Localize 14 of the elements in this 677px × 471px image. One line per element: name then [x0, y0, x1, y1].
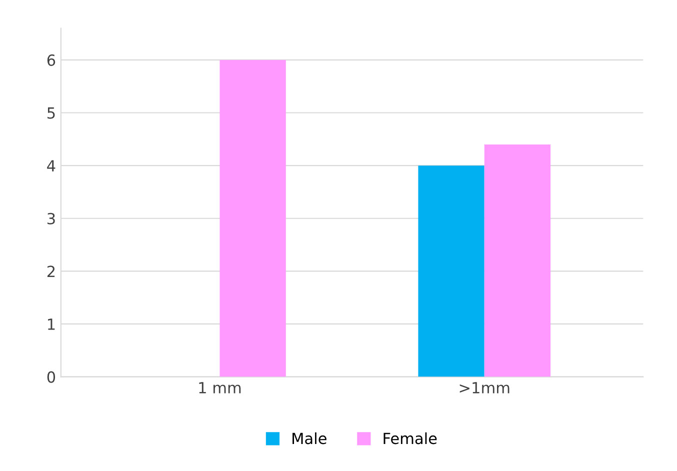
x-tick-label: >1mm [460, 382, 510, 394]
x-tick-label: 1 mm [199, 382, 241, 394]
bar [418, 166, 484, 377]
y-tick-label: 2 [47, 266, 55, 277]
y-tick-label: 5 [48, 107, 55, 119]
y-tick-label: 4 [47, 160, 56, 172]
y-tick-label: 3 [48, 212, 55, 224]
legend-label: Female [384, 432, 437, 444]
y-tick-label: 0 [47, 371, 56, 383]
bar [484, 144, 551, 377]
y-tick-label: 1 [48, 318, 55, 330]
legend-label: Male [292, 432, 326, 444]
bar [220, 60, 286, 377]
y-tick-label: 6 [47, 54, 56, 66]
